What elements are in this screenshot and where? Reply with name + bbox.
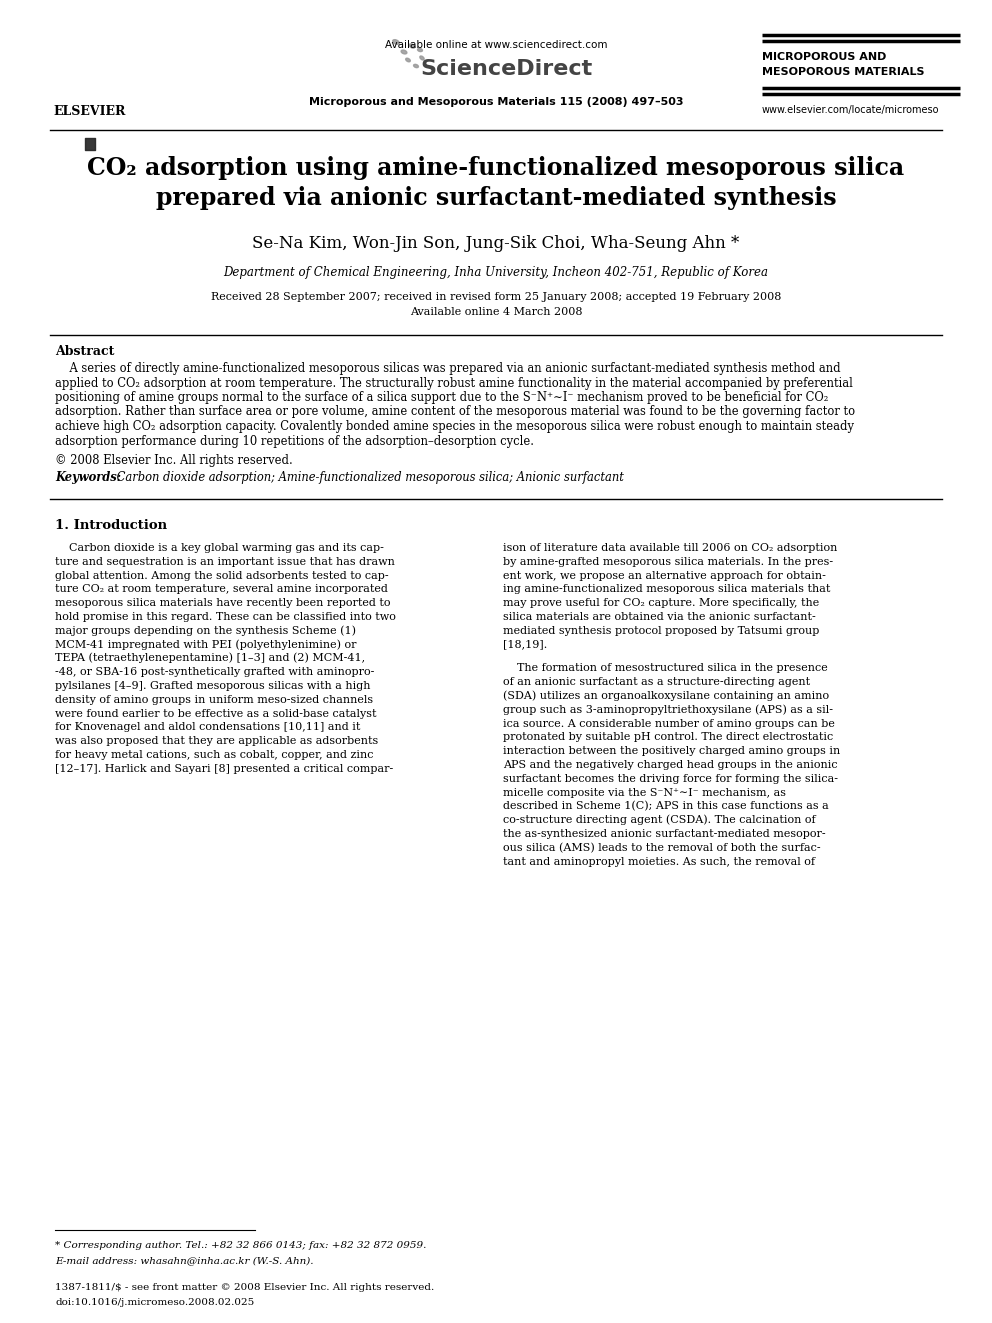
Text: 1387-1811/$ - see front matter © 2008 Elsevier Inc. All rights reserved.: 1387-1811/$ - see front matter © 2008 El… <box>55 1283 434 1293</box>
Text: www.elsevier.com/locate/micromeso: www.elsevier.com/locate/micromeso <box>762 105 939 115</box>
Text: [18,19].: [18,19]. <box>503 639 548 650</box>
Text: pylsilanes [4–9]. Grafted mesoporous silicas with a high: pylsilanes [4–9]. Grafted mesoporous sil… <box>55 681 370 691</box>
Text: ScienceDirect: ScienceDirect <box>420 60 592 79</box>
Text: Department of Chemical Engineering, Inha University, Incheon 402-751, Republic o: Department of Chemical Engineering, Inha… <box>223 266 769 279</box>
Text: adsorption performance during 10 repetitions of the adsorption–desorption cycle.: adsorption performance during 10 repetit… <box>55 434 534 447</box>
Text: MICROPOROUS AND: MICROPOROUS AND <box>762 52 887 62</box>
Text: for Knovenagel and aldol condensations [10,11] and it: for Knovenagel and aldol condensations [… <box>55 722 360 733</box>
Text: interaction between the positively charged amino groups in: interaction between the positively charg… <box>503 746 840 757</box>
Ellipse shape <box>401 50 407 54</box>
Text: major groups depending on the synthesis Scheme (1): major groups depending on the synthesis … <box>55 626 356 636</box>
Text: (SDA) utilizes an organoalkoxysilane containing an amino: (SDA) utilizes an organoalkoxysilane con… <box>503 691 829 701</box>
Text: ELSEVIER: ELSEVIER <box>54 105 126 118</box>
Text: density of amino groups in uniform meso-sized channels: density of amino groups in uniform meso-… <box>55 695 373 705</box>
Text: group such as 3-aminopropyltriethoxysilane (APS) as a sil-: group such as 3-aminopropyltriethoxysila… <box>503 704 833 714</box>
Text: Carbon dioxide is a key global warming gas and its cap-: Carbon dioxide is a key global warming g… <box>55 542 384 553</box>
Text: protonated by suitable pH control. The direct electrostatic: protonated by suitable pH control. The d… <box>503 733 833 742</box>
Text: micelle composite via the S⁻N⁺∼I⁻ mechanism, as: micelle composite via the S⁻N⁺∼I⁻ mechan… <box>503 787 786 798</box>
Text: by amine-grafted mesoporous silica materials. In the pres-: by amine-grafted mesoporous silica mater… <box>503 557 833 566</box>
Text: the as-synthesized anionic surfactant-mediated mesopor-: the as-synthesized anionic surfactant-me… <box>503 830 825 839</box>
Text: mediated synthesis protocol proposed by Tatsumi group: mediated synthesis protocol proposed by … <box>503 626 819 636</box>
Text: MESOPOROUS MATERIALS: MESOPOROUS MATERIALS <box>762 67 925 77</box>
Text: silica materials are obtained via the anionic surfactant-: silica materials are obtained via the an… <box>503 613 815 622</box>
Ellipse shape <box>410 44 415 48</box>
Text: ing amine-functionalized mesoporous silica materials that: ing amine-functionalized mesoporous sili… <box>503 585 830 594</box>
Ellipse shape <box>393 40 400 45</box>
Text: doi:10.1016/j.micromeso.2008.02.025: doi:10.1016/j.micromeso.2008.02.025 <box>55 1298 254 1307</box>
Text: TEPA (tetraethylenepentamine) [1–3] and (2) MCM-41,: TEPA (tetraethylenepentamine) [1–3] and … <box>55 652 365 663</box>
Text: global attention. Among the solid adsorbents tested to cap-: global attention. Among the solid adsorb… <box>55 570 389 581</box>
Text: Microporous and Mesoporous Materials 115 (2008) 497–503: Microporous and Mesoporous Materials 115… <box>309 97 683 107</box>
Text: Available online 4 March 2008: Available online 4 March 2008 <box>410 307 582 318</box>
Text: Keywords:: Keywords: <box>55 471 121 484</box>
Text: were found earlier to be effective as a solid-base catalyst: were found earlier to be effective as a … <box>55 709 377 718</box>
Text: of an anionic surfactant as a structure-directing agent: of an anionic surfactant as a structure-… <box>503 677 810 687</box>
Text: adsorption. Rather than surface area or pore volume, amine content of the mesopo: adsorption. Rather than surface area or … <box>55 406 855 418</box>
Text: Received 28 September 2007; received in revised form 25 January 2008; accepted 1: Received 28 September 2007; received in … <box>211 292 781 302</box>
Text: APS and the negatively charged head groups in the anionic: APS and the negatively charged head grou… <box>503 759 837 770</box>
Text: CO₂ adsorption using amine-functionalized mesoporous silica: CO₂ adsorption using amine-functionalize… <box>87 156 905 180</box>
Text: [12–17]. Harlick and Sayari [8] presented a critical compar-: [12–17]. Harlick and Sayari [8] presente… <box>55 763 393 774</box>
Ellipse shape <box>420 56 425 60</box>
Text: E-mail address: whasahn@inha.ac.kr (W.-S. Ahn).: E-mail address: whasahn@inha.ac.kr (W.-S… <box>55 1256 313 1265</box>
Text: ison of literature data available till 2006 on CO₂ adsorption: ison of literature data available till 2… <box>503 542 837 553</box>
Text: may prove useful for CO₂ capture. More specifically, the: may prove useful for CO₂ capture. More s… <box>503 598 819 609</box>
Text: hold promise in this regard. These can be classified into two: hold promise in this regard. These can b… <box>55 613 396 622</box>
Text: co-structure directing agent (CSDA). The calcination of: co-structure directing agent (CSDA). The… <box>503 815 815 826</box>
Text: ‐48, or SBA-16 post-synthetically grafted with aminopro-: ‐48, or SBA-16 post-synthetically grafte… <box>55 667 374 677</box>
Text: positioning of amine groups normal to the surface of a silica support due to the: positioning of amine groups normal to th… <box>55 392 828 404</box>
Text: ous silica (AMS) leads to the removal of both the surfac-: ous silica (AMS) leads to the removal of… <box>503 843 820 853</box>
Text: for heavy metal cations, such as cobalt, copper, and zinc: for heavy metal cations, such as cobalt,… <box>55 750 374 759</box>
Text: MCM-41 impregnated with PEI (polyethylenimine) or: MCM-41 impregnated with PEI (polyethylen… <box>55 639 356 650</box>
Text: described in Scheme 1(C); APS in this case functions as a: described in Scheme 1(C); APS in this ca… <box>503 802 828 811</box>
Text: Se-Na Kim, Won-Jin Son, Jung-Sik Choi, Wha-Seung Ahn *: Se-Na Kim, Won-Jin Son, Jung-Sik Choi, W… <box>252 235 740 251</box>
Text: Available online at www.sciencedirect.com: Available online at www.sciencedirect.co… <box>385 40 607 50</box>
Text: ent work, we propose an alternative approach for obtain-: ent work, we propose an alternative appr… <box>503 570 826 581</box>
Text: applied to CO₂ adsorption at room temperature. The structurally robust amine fun: applied to CO₂ adsorption at room temper… <box>55 377 853 389</box>
Text: surfactant becomes the driving force for forming the silica-: surfactant becomes the driving force for… <box>503 774 838 783</box>
Text: tant and aminopropyl moieties. As such, the removal of: tant and aminopropyl moieties. As such, … <box>503 856 815 867</box>
Ellipse shape <box>406 58 411 62</box>
Text: The formation of mesostructured silica in the presence: The formation of mesostructured silica i… <box>503 663 827 673</box>
Text: Abstract: Abstract <box>55 345 114 359</box>
Text: * Corresponding author. Tel.: +82 32 866 0143; fax: +82 32 872 0959.: * Corresponding author. Tel.: +82 32 866… <box>55 1241 427 1250</box>
Text: Carbon dioxide adsorption; Amine-functionalized mesoporous silica; Anionic surfa: Carbon dioxide adsorption; Amine-functio… <box>113 471 624 484</box>
Text: ture and sequestration is an important issue that has drawn: ture and sequestration is an important i… <box>55 557 395 566</box>
Text: achieve high CO₂ adsorption capacity. Covalently bonded amine species in the mes: achieve high CO₂ adsorption capacity. Co… <box>55 419 854 433</box>
Text: mesoporous silica materials have recently been reported to: mesoporous silica materials have recentl… <box>55 598 391 609</box>
Text: was also proposed that they are applicable as adsorbents: was also proposed that they are applicab… <box>55 736 378 746</box>
Text: © 2008 Elsevier Inc. All rights reserved.: © 2008 Elsevier Inc. All rights reserved… <box>55 454 293 467</box>
Ellipse shape <box>418 49 423 52</box>
Text: 1. Introduction: 1. Introduction <box>55 519 167 532</box>
Text: ica source. A considerable number of amino groups can be: ica source. A considerable number of ami… <box>503 718 835 729</box>
Text: ture CO₂ at room temperature, several amine incorporated: ture CO₂ at room temperature, several am… <box>55 585 388 594</box>
Text: prepared via anionic surfactant-mediated synthesis: prepared via anionic surfactant-mediated… <box>156 187 836 210</box>
Ellipse shape <box>414 65 419 67</box>
Text: A series of directly amine-functionalized mesoporous silicas was prepared via an: A series of directly amine-functionalize… <box>55 363 840 374</box>
